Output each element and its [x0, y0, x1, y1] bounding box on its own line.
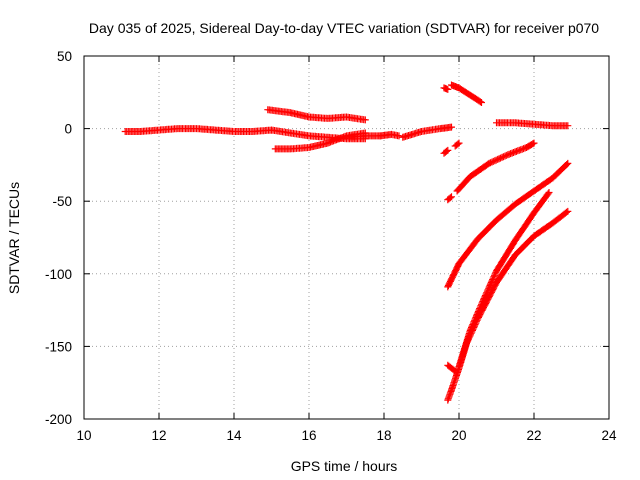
- series-track-n: [444, 193, 455, 204]
- point-markers: [376, 130, 403, 140]
- plot-frame: [83, 55, 610, 420]
- y-axis-label: SDTVAR / TECUs: [6, 182, 22, 294]
- y-tick-label: -50: [52, 194, 72, 209]
- series-track-l: [451, 139, 463, 150]
- point-markers: [444, 193, 455, 204]
- point-markers: [444, 361, 459, 375]
- x-tick-label: 24: [601, 428, 617, 443]
- x-tick-label: 22: [526, 428, 541, 443]
- y-tick-label: -200: [45, 412, 72, 427]
- point-markers: [444, 207, 572, 404]
- point-markers: [444, 159, 572, 291]
- chart-title: Day 035 of 2025, Sidereal Day-to-day VTE…: [89, 20, 599, 36]
- series-track-g: [399, 123, 455, 141]
- x-tick-label: 10: [76, 428, 91, 443]
- point-markers: [455, 189, 553, 371]
- series-track-a: [121, 125, 275, 135]
- x-tick-label: 18: [376, 428, 391, 443]
- data-points: [121, 81, 572, 404]
- point-markers: [399, 123, 455, 141]
- axis-ticks: 10 12 14 16 18 20 22 24 -200 -150 -100 -50 0 50: [45, 49, 617, 443]
- series-track-o: [444, 159, 572, 291]
- point-markers: [440, 146, 452, 157]
- y-tick-label: -150: [45, 339, 72, 354]
- y-tick-label: 50: [57, 49, 72, 64]
- series-track-m: [453, 139, 538, 195]
- x-tick-label: 16: [301, 428, 316, 443]
- point-markers: [451, 139, 463, 150]
- series-track-i: [493, 119, 572, 130]
- x-axis-label: GPS time / hours: [291, 458, 398, 474]
- y-tick-label: 0: [64, 122, 72, 137]
- x-tick-label: 12: [151, 428, 166, 443]
- x-tick-label: 14: [226, 428, 242, 443]
- series-track-h: [448, 81, 485, 106]
- point-markers: [453, 139, 538, 195]
- point-markers: [264, 106, 369, 124]
- point-markers: [121, 125, 275, 135]
- series-track-c: [264, 106, 369, 124]
- series-track-j: [440, 84, 452, 93]
- point-markers: [448, 81, 485, 106]
- series-track-k: [440, 146, 452, 157]
- series-track-f: [376, 130, 403, 140]
- y-tick-label: -100: [45, 267, 72, 282]
- point-markers: [440, 84, 452, 93]
- x-tick-label: 20: [451, 428, 466, 443]
- point-markers: [493, 119, 572, 130]
- series-track-p: [444, 207, 572, 404]
- series-track-r: [444, 361, 459, 375]
- series-track-q: [455, 189, 553, 371]
